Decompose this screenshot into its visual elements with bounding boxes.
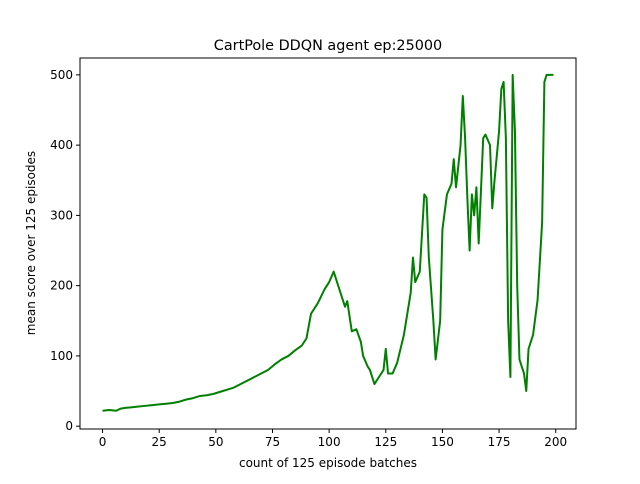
data-line (102, 73, 554, 412)
axes-frame (79, 57, 577, 430)
x-axis-label: count of 125 episode batches (239, 456, 417, 470)
y-tick-label: 300 (50, 208, 73, 222)
y-tick-label: 400 (50, 138, 73, 152)
y-tick-label: 200 (50, 279, 73, 293)
x-tick-label: 125 (374, 435, 397, 449)
x-tick-label: 75 (265, 435, 280, 449)
y-tick-label: 0 (65, 419, 73, 433)
x-tick-label: 150 (431, 435, 454, 449)
x-tick-label: 100 (318, 435, 341, 449)
y-axis-label: mean score over 125 episodes (24, 151, 38, 335)
chart-title: CartPole DDQN agent ep:25000 (214, 38, 442, 54)
y-tick-label: 100 (50, 349, 73, 363)
y-tick-label: 500 (50, 68, 73, 82)
x-tick-label: 25 (152, 435, 167, 449)
x-tick-label: 50 (208, 435, 223, 449)
x-tick-label: 175 (488, 435, 511, 449)
x-tick-label: 0 (99, 435, 107, 449)
x-tick-label: 200 (544, 435, 567, 449)
